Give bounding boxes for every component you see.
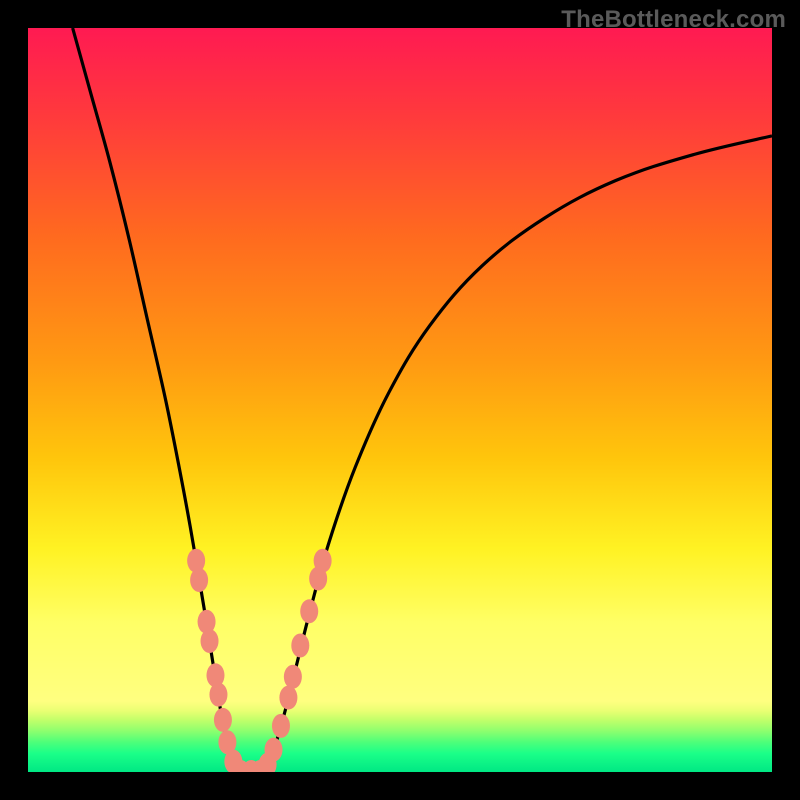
data-marker	[314, 549, 332, 573]
watermark-label: TheBottleneck.com	[561, 6, 786, 34]
bottleneck-chart-svg	[0, 0, 800, 800]
data-marker	[190, 568, 208, 592]
chart-background	[28, 28, 772, 772]
data-marker	[209, 683, 227, 707]
data-marker	[265, 738, 283, 762]
data-marker	[300, 599, 318, 623]
data-marker	[284, 665, 302, 689]
data-marker	[279, 686, 297, 710]
chart-frame: TheBottleneck.com	[0, 0, 800, 800]
data-marker	[214, 708, 232, 732]
data-marker	[291, 634, 309, 658]
data-marker	[272, 714, 290, 738]
data-marker	[201, 629, 219, 653]
